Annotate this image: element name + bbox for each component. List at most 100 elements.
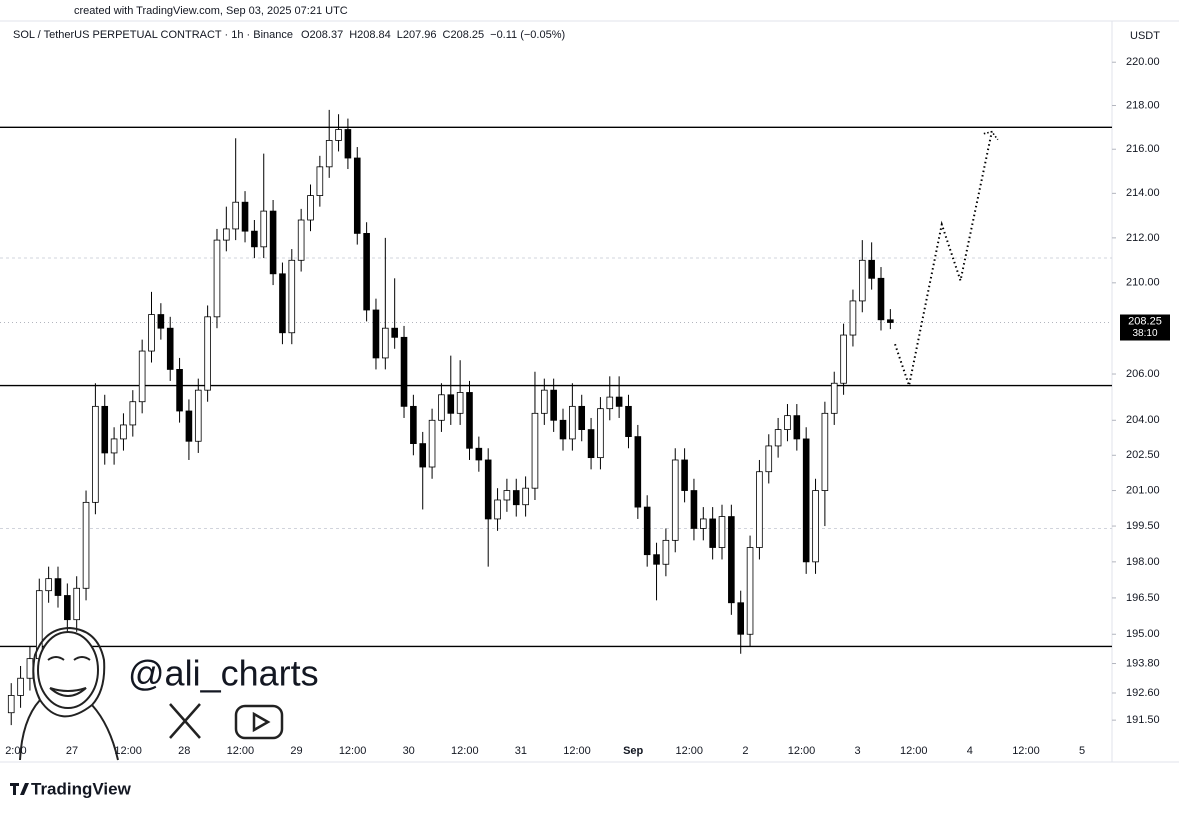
candle-body	[802, 438, 810, 563]
y-tick-label: 193.80	[1126, 657, 1160, 669]
candle-body	[110, 438, 118, 454]
candle-body	[92, 405, 99, 503]
candle-body	[643, 506, 651, 556]
x-tick-label: 12:00	[900, 745, 928, 757]
candle-body	[625, 405, 632, 437]
candle-body	[887, 319, 894, 323]
candle-body	[512, 490, 520, 506]
legend-value: H208.84	[349, 29, 391, 41]
candle-body	[288, 259, 296, 334]
candle-body	[690, 490, 698, 529]
candle-body	[662, 539, 670, 565]
candle-body	[531, 412, 539, 489]
projection-arrowhead	[983, 130, 999, 141]
y-tick-label: 204.00	[1126, 414, 1160, 426]
legend-value: −0.11 (−0.05%)	[490, 29, 565, 41]
candle-body	[709, 518, 716, 548]
x-tick-label: 12:00	[227, 745, 255, 757]
x-tick-label: 2	[742, 745, 748, 757]
y-tick-label: 195.00	[1126, 628, 1160, 640]
x-tick-label: 12:00	[451, 745, 479, 757]
candle-body	[868, 259, 875, 279]
candle-body	[279, 273, 286, 334]
x-tick-label: 12:00	[114, 745, 142, 757]
brand-name: TradingView	[31, 779, 132, 798]
avatar	[19, 626, 119, 761]
candle-body	[466, 392, 473, 449]
y-tick-label: 202.50	[1126, 449, 1160, 461]
candle-body	[223, 228, 230, 241]
x-tick-label: 31	[515, 745, 527, 757]
candle-body	[241, 201, 249, 232]
x-tick-label: 2:00	[5, 745, 26, 757]
youtube-icon	[234, 704, 284, 740]
candle-body	[213, 239, 221, 318]
candle-body	[400, 336, 408, 407]
price-label-bg	[1120, 314, 1170, 341]
x-tick-label: 29	[290, 745, 302, 757]
legend-value: O208.37	[301, 29, 343, 41]
x-icon	[169, 703, 201, 739]
legend: SOL / TetherUS PERPETUAL CONTRACT · 1h ·…	[13, 29, 565, 41]
candle-body	[858, 259, 866, 302]
candle-body	[438, 394, 445, 421]
candle-body	[700, 518, 707, 529]
candle-body	[569, 405, 576, 440]
candle-body	[232, 201, 239, 230]
candle-body	[765, 445, 773, 473]
candle-body	[447, 394, 455, 414]
candle-body	[728, 516, 735, 604]
chart-title: SOL / TetherUS PERPETUAL CONTRACT · 1h ·…	[13, 29, 293, 41]
candle-body	[550, 389, 557, 421]
y-tick-label: 206.00	[1126, 368, 1160, 380]
x-tick-label: 12:00	[563, 745, 591, 757]
candle-body	[840, 334, 847, 384]
x-tick-label: 12:00	[788, 745, 816, 757]
candle-body	[812, 490, 819, 563]
avatar-mouth	[49, 687, 87, 697]
candle-body	[793, 415, 801, 440]
candle-body	[344, 129, 352, 159]
candle-body	[64, 595, 71, 621]
legend-value: C208.25	[443, 29, 485, 41]
y-tick-label: 214.00	[1126, 187, 1160, 199]
candle-body	[297, 219, 305, 261]
candle-body	[157, 314, 165, 329]
candle-body	[363, 232, 370, 311]
candle-body	[615, 396, 623, 407]
candle-body	[484, 459, 492, 520]
candle-body	[559, 419, 567, 440]
candle-body	[101, 405, 109, 454]
candle-body	[316, 166, 324, 196]
x-icon-strokes	[169, 703, 201, 739]
candle-body	[877, 277, 885, 321]
candle-body	[774, 429, 782, 447]
y-tick-label: 198.00	[1126, 556, 1160, 568]
y-tick-label: 210.00	[1126, 277, 1160, 289]
candle-body	[671, 459, 679, 541]
y-tick-label: 192.60	[1126, 687, 1160, 699]
candle-body	[718, 516, 726, 548]
candle-body	[382, 327, 389, 359]
candle-body	[166, 327, 174, 370]
x-tick-label: 12:00	[1012, 745, 1040, 757]
candle-body	[372, 309, 380, 359]
x-tick-label: Sep	[623, 745, 643, 757]
x-tick-label: 12:00	[339, 745, 367, 757]
candle-body	[204, 316, 211, 391]
x-tick-label: 27	[66, 745, 78, 757]
candle-body	[353, 157, 361, 234]
candle-body	[138, 350, 146, 403]
x-tick-label: 28	[178, 745, 190, 757]
candle-body	[129, 401, 137, 426]
candle-body	[475, 447, 483, 461]
candle-body	[17, 677, 24, 696]
brand-mark	[10, 783, 29, 795]
candle-body	[45, 578, 52, 592]
plot	[0, 109, 1112, 726]
x-tick-label: 4	[967, 745, 973, 757]
y-tick-label: 218.00	[1126, 99, 1160, 111]
candle-body	[194, 389, 202, 442]
x-tick-label: 12:00	[676, 745, 704, 757]
